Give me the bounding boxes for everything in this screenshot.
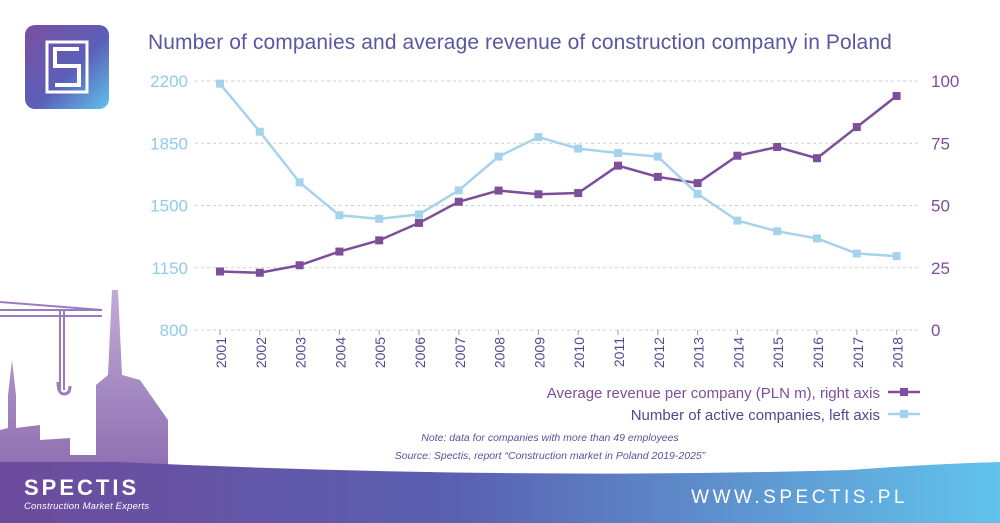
city-skyline-illustration <box>0 290 168 470</box>
companies-data-point <box>335 211 344 220</box>
data-note: Note: data for companies with more than … <box>421 432 679 444</box>
revenue-data-point <box>614 161 622 170</box>
x-axis-tick-label: 2013 <box>691 337 707 368</box>
companies-series-line <box>219 82 897 258</box>
revenue-data-point <box>375 236 384 245</box>
companies-data-point <box>892 252 901 261</box>
x-axis-tick-label: 2009 <box>531 337 547 368</box>
revenue-data-point <box>415 218 423 227</box>
right-axis-tick-label: 50 <box>931 197 950 216</box>
revenue-data-point <box>693 179 702 188</box>
right-axis-tick-label: 100 <box>931 72 959 91</box>
companies-data-point <box>614 149 622 158</box>
companies-data-point <box>415 210 423 219</box>
x-axis-tick-label: 2015 <box>770 337 786 368</box>
companies-data-point <box>813 234 821 243</box>
chart-title: Number of companies and average revenue … <box>148 31 892 54</box>
companies-data-point <box>534 133 543 142</box>
revenue-data-point <box>216 267 224 276</box>
revenue-data-point <box>852 123 861 132</box>
website-link[interactable]: WWW.SPECTIS.PL <box>691 487 908 508</box>
companies-data-point <box>216 79 224 88</box>
x-axis-tick-label: 2011 <box>611 337 627 367</box>
left-axis-tick-label: 1850 <box>150 134 188 153</box>
revenue-data-point <box>574 189 583 198</box>
revenue-data-point <box>653 172 662 181</box>
companies-data-point <box>295 178 304 187</box>
right-axis-tick-label: 75 <box>931 134 950 153</box>
x-axis-tick-label: 2018 <box>890 337 906 368</box>
revenue-data-point <box>733 151 742 160</box>
left-axis-tick-label: 1150 <box>151 259 188 278</box>
legend-swatch-marker <box>900 388 908 396</box>
x-axis-tick-label: 2003 <box>293 337 309 368</box>
legend-label: Average revenue per company (PLN m), rig… <box>547 385 880 402</box>
x-axis-tick-label: 2001 <box>213 337 229 368</box>
left-axis-tick-label: 2200 <box>150 72 188 91</box>
footer-band <box>0 462 1000 523</box>
legend-label: Number of active companies, left axis <box>631 407 880 424</box>
companies-data-point <box>693 189 702 198</box>
left-axis-tick-label: 1500 <box>150 197 188 216</box>
crane-icon <box>0 301 103 390</box>
revenue-data-point <box>255 268 264 277</box>
companies-data-point <box>494 152 503 161</box>
revenue-data-point <box>534 190 543 199</box>
companies-data-point <box>852 249 861 258</box>
source-note: Source: Spectis, report “Construction ma… <box>394 450 706 462</box>
revenue-data-point <box>295 261 304 270</box>
x-axis-tick-label: 2007 <box>452 337 468 368</box>
x-axis-tick-label: 2006 <box>412 337 428 368</box>
left-axis-tick-label: 800 <box>160 321 188 340</box>
brand-name: SPECTIS <box>24 475 140 500</box>
revenue-series-line <box>219 94 898 274</box>
right-axis-tick-label: 25 <box>931 259 950 278</box>
x-axis-tick-label: 2004 <box>332 337 348 368</box>
right-axis-tick-label: 0 <box>931 321 940 340</box>
companies-data-point <box>733 216 742 225</box>
x-axis-tick-label: 2002 <box>253 337 269 368</box>
companies-data-point <box>653 152 662 161</box>
s-monogram-icon <box>45 40 89 94</box>
revenue-data-point <box>494 186 503 195</box>
companies-data-point <box>773 227 782 236</box>
companies-data-point <box>574 144 583 153</box>
revenue-data-point <box>454 197 463 206</box>
revenue-data-point <box>813 154 821 163</box>
x-axis-tick-label: 2008 <box>492 337 508 368</box>
companies-data-point <box>375 214 384 223</box>
legend-swatch-marker <box>900 410 908 418</box>
revenue-data-point <box>335 247 344 256</box>
companies-data-point <box>255 127 264 136</box>
x-axis-tick-label: 2010 <box>571 337 587 368</box>
revenue-data-point <box>892 91 901 100</box>
spectis-logo <box>25 25 109 109</box>
brand-tagline: Construction Market Experts <box>24 501 150 512</box>
x-axis-tick-label: 2016 <box>810 337 826 368</box>
x-axis-tick-label: 2017 <box>850 337 866 368</box>
x-axis-tick-label: 2014 <box>730 337 746 368</box>
x-axis-tick-label: 2005 <box>372 337 388 368</box>
companies-data-point <box>454 186 463 195</box>
x-axis-tick-label: 2012 <box>651 337 667 368</box>
revenue-data-point <box>773 142 782 151</box>
